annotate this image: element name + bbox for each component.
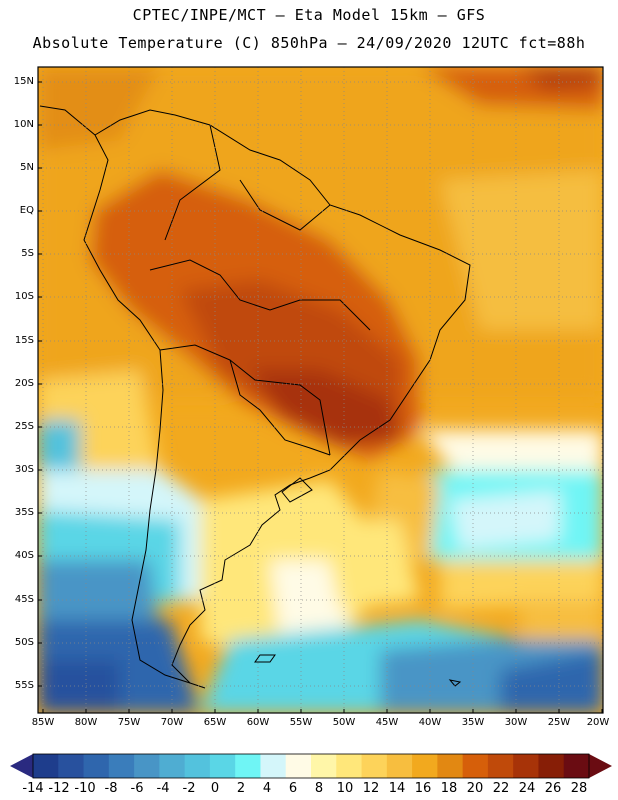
lon-label: 55W	[289, 717, 313, 728]
colorbar-label: 20	[466, 781, 484, 796]
axis-ticks	[38, 81, 603, 713]
lat-label: 45S	[14, 594, 34, 605]
lon-label: 50W	[332, 717, 356, 728]
colorbar-label: 0	[210, 781, 220, 796]
lon-label: 65W	[203, 717, 227, 728]
lon-label: 60W	[246, 717, 270, 728]
colorbar-label: 24	[518, 781, 536, 796]
colorbar-swatch	[563, 754, 590, 778]
colorbar-label: -6	[130, 781, 144, 796]
colorbar-swatch	[235, 754, 261, 778]
lat-label: 55S	[14, 680, 34, 691]
colorbar-label: -14	[22, 781, 44, 796]
colorbar-label: 28	[570, 781, 588, 796]
lat-label: 25S	[14, 421, 34, 432]
colorbar-swatch	[487, 754, 514, 778]
colorbar-label: 26	[544, 781, 562, 796]
lon-label: 20W	[586, 717, 610, 728]
lat-label: 15S	[14, 335, 34, 346]
colorbar-label: 14	[388, 781, 406, 796]
colorbar-swatch	[437, 754, 464, 778]
colorbar-label: -2	[182, 781, 196, 796]
lon-label: 35W	[461, 717, 485, 728]
colorbar-swatch	[462, 754, 489, 778]
colorbar-label: -12	[48, 781, 70, 796]
colorbar-swatch	[513, 754, 539, 778]
colorbar-swatch	[83, 754, 110, 778]
colorbar-label: 22	[492, 781, 510, 796]
title-line-1: CPTEC/INPE/MCT – Eta Model 15km – GFS	[132, 6, 486, 24]
colorbar-swatch	[184, 754, 211, 778]
colorbar-label: -4	[156, 781, 170, 796]
lat-label: 10S	[14, 291, 34, 302]
colorbar-swatch	[538, 754, 565, 778]
lat-label: 10N	[13, 119, 34, 130]
lon-label: 75W	[117, 717, 141, 728]
colorbar-swatch	[33, 754, 59, 778]
temperature-field	[38, 67, 603, 713]
colorbar-label: 4	[262, 781, 272, 796]
colorbar-swatch	[386, 754, 413, 778]
lat-label: EQ	[19, 205, 34, 216]
colorbar-swatch	[311, 754, 337, 778]
colorbar-swatch	[58, 754, 85, 778]
colorbar-label: 10	[336, 781, 354, 796]
colorbar-label: 12	[362, 781, 380, 796]
lat-label: 15N	[13, 76, 34, 87]
title-line-2: Absolute Temperature (C) 850hPa – 24/09/…	[32, 34, 586, 52]
colorbar-label: -8	[104, 781, 118, 796]
colorbar-label: 6	[288, 781, 298, 796]
colorbar-label: -10	[74, 781, 96, 796]
colorbar-label: 8	[314, 781, 324, 796]
lat-label: 20S	[14, 378, 34, 389]
colorbar-swatch	[361, 754, 388, 778]
lat-label: 5N	[20, 162, 34, 173]
lat-label: 5S	[21, 248, 34, 259]
lat-label: 30S	[14, 464, 34, 475]
lon-label: 70W	[160, 717, 184, 728]
colorbar-swatch	[108, 754, 135, 778]
colorbar-swatch	[285, 754, 312, 778]
colorbar	[10, 753, 612, 779]
colorbar-swatch	[134, 754, 160, 778]
colorbar-swatch	[336, 754, 363, 778]
colorbar-label: 2	[236, 781, 246, 796]
colorbar-swatch	[209, 754, 236, 778]
lat-label: 40S	[14, 550, 34, 561]
lat-label: 50S	[14, 637, 34, 648]
lon-label: 30W	[504, 717, 528, 728]
colorbar-high-arrow	[589, 754, 612, 778]
colorbar-swatch	[159, 754, 186, 778]
lon-label: 40W	[418, 717, 442, 728]
map-frame	[37, 66, 604, 714]
colorbar-swatch	[260, 754, 287, 778]
colorbar-label: 18	[440, 781, 458, 796]
lon-label: 80W	[74, 717, 98, 728]
lon-label: 25W	[547, 717, 571, 728]
colorbar-low-arrow	[10, 754, 33, 778]
lon-label: 85W	[31, 717, 55, 728]
colorbar-swatch	[412, 754, 438, 778]
lon-label: 45W	[375, 717, 399, 728]
colorbar-label: 16	[414, 781, 432, 796]
lat-label: 35S	[14, 507, 34, 518]
